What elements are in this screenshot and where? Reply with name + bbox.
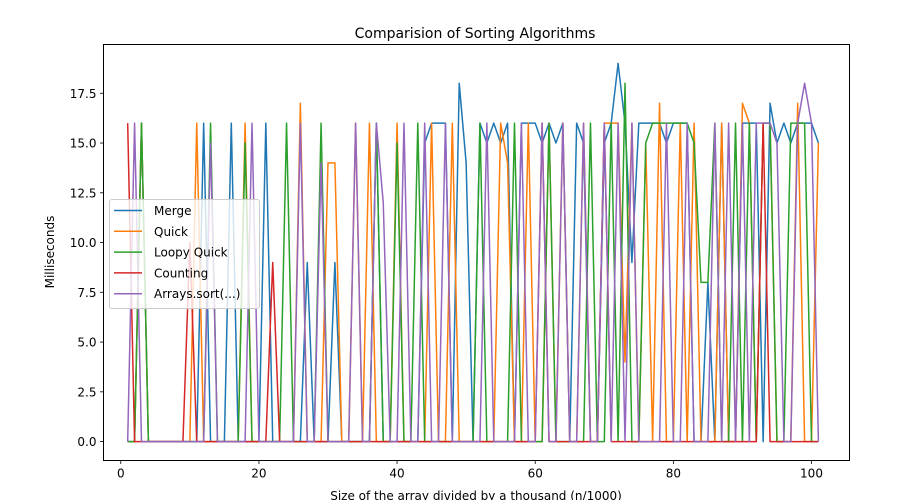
x-tick-label: 60 [528, 467, 543, 481]
y-tick-label: 10.0 [70, 236, 97, 250]
y-tick-label: 0.0 [77, 435, 96, 449]
x-axis-label: Size of the array divided by a thousand … [330, 489, 622, 500]
y-tick-label: 2.5 [77, 385, 96, 399]
chart-title: Comparision of Sorting Algorithms [355, 26, 596, 42]
x-tick-label: 80 [666, 467, 681, 481]
x-tick-label: 100 [800, 467, 823, 481]
legend-label-2: Loopy Quick [154, 246, 228, 260]
legend: Merge Quick Loopy Quick Counting Arrays.sort… [109, 199, 260, 309]
x-tick-label: 20 [251, 467, 266, 481]
x-axis: 0 20 40 60 80 100 [117, 460, 823, 481]
series-line-4 [126, 82, 820, 443]
legend-label-1: Quick [154, 225, 188, 239]
y-tick-label: 5.0 [77, 336, 96, 350]
y-tick-label: 17.5 [70, 87, 97, 101]
legend-label-3: Counting [154, 266, 208, 280]
y-axis-label: Milliseconds [43, 216, 57, 289]
x-tick-label: 40 [389, 467, 404, 481]
plot-frame [103, 44, 850, 461]
legend-label-0: Merge [154, 204, 191, 218]
y-tick-label: 15.0 [70, 137, 97, 151]
y-axis: 0.0 2.5 5.0 7.5 10.0 12.5 15.0 17.5 [70, 87, 104, 449]
legend-label-4: Arrays.sort(...) [154, 287, 240, 301]
y-tick-label: 7.5 [77, 286, 96, 300]
legend-box [109, 199, 260, 309]
x-tick-label: 0 [117, 467, 125, 481]
y-tick-label: 12.5 [70, 186, 97, 200]
